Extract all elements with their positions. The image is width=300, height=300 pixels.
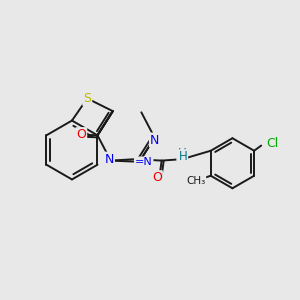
Text: H: H xyxy=(178,151,186,160)
Text: S: S xyxy=(83,92,91,105)
Text: O: O xyxy=(76,128,86,141)
Text: H: H xyxy=(178,147,187,160)
Text: H: H xyxy=(178,150,187,163)
Text: Cl: Cl xyxy=(266,137,278,150)
Text: O: O xyxy=(152,171,162,184)
Text: CH₃: CH₃ xyxy=(186,176,206,186)
Text: H: H xyxy=(178,151,186,160)
Text: N: N xyxy=(150,134,159,146)
Text: =N: =N xyxy=(135,158,153,167)
Text: N: N xyxy=(105,153,114,166)
